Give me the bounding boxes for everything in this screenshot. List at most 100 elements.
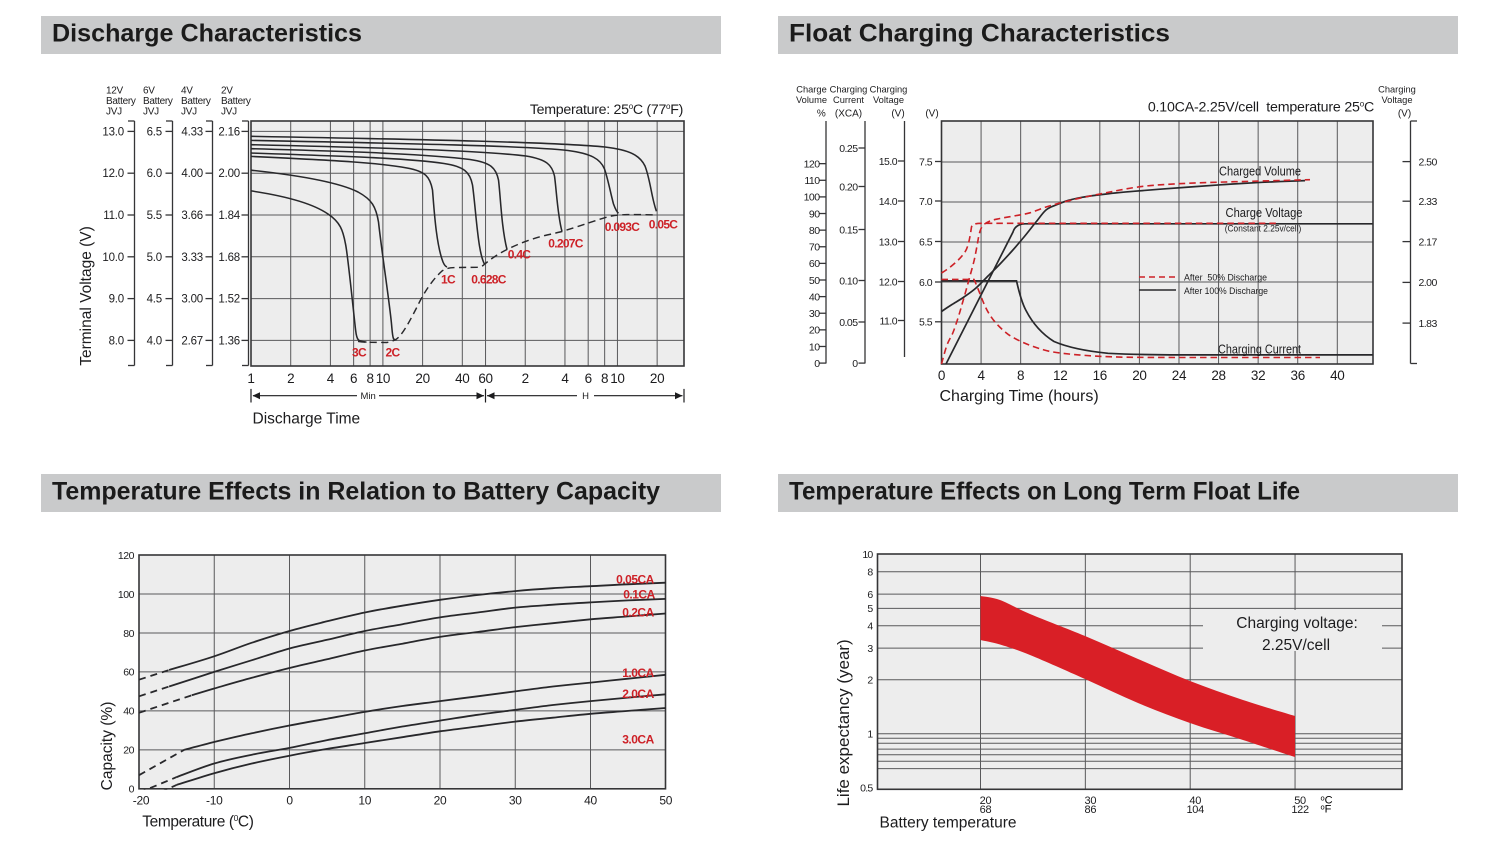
svg-text:Charging: Charging bbox=[1378, 85, 1416, 95]
svg-text:Temperature Effects on Long Te: Temperature Effects on Long Term Float L… bbox=[789, 478, 1300, 506]
svg-text:Min: Min bbox=[361, 391, 376, 402]
svg-text:50: 50 bbox=[659, 793, 672, 807]
svg-text:6.5: 6.5 bbox=[919, 236, 933, 248]
svg-text:2.16: 2.16 bbox=[218, 126, 240, 138]
svg-text:8: 8 bbox=[867, 566, 873, 578]
svg-text:4: 4 bbox=[561, 371, 569, 386]
svg-text:6: 6 bbox=[585, 371, 592, 386]
svg-text:After 50% Discharge: After 50% Discharge bbox=[1184, 273, 1267, 284]
svg-text:2C: 2C bbox=[386, 346, 401, 360]
svg-text:1.52: 1.52 bbox=[218, 294, 240, 306]
svg-text:20: 20 bbox=[809, 325, 820, 337]
svg-text:0: 0 bbox=[852, 358, 858, 370]
svg-text:1: 1 bbox=[247, 371, 254, 386]
svg-text:3.0CA: 3.0CA bbox=[622, 733, 654, 747]
svg-text:5.5: 5.5 bbox=[919, 317, 933, 329]
svg-text:4.00: 4.00 bbox=[181, 168, 203, 180]
svg-text:2.33: 2.33 bbox=[1419, 196, 1438, 208]
svg-text:JVJ: JVJ bbox=[106, 107, 122, 118]
svg-text:8.0: 8.0 bbox=[109, 335, 124, 347]
svg-text:oC: oC bbox=[1321, 794, 1333, 807]
svg-text:Battery temperature: Battery temperature bbox=[880, 815, 1017, 832]
svg-text:10: 10 bbox=[809, 341, 820, 353]
svg-text:3.00: 3.00 bbox=[181, 294, 203, 306]
svg-text:40: 40 bbox=[1189, 795, 1201, 807]
svg-text:-20: -20 bbox=[133, 793, 150, 807]
svg-text:40: 40 bbox=[455, 371, 469, 386]
svg-text:0.05: 0.05 bbox=[839, 317, 858, 329]
svg-text:Charging voltage:: Charging voltage: bbox=[1236, 615, 1358, 632]
svg-text:60: 60 bbox=[478, 371, 492, 386]
svg-text:80: 80 bbox=[809, 225, 820, 237]
svg-text:Charge: Charge bbox=[796, 85, 827, 95]
svg-text:100: 100 bbox=[118, 589, 135, 601]
svg-text:-10: -10 bbox=[206, 793, 223, 807]
svg-text:4.0: 4.0 bbox=[147, 335, 162, 347]
svg-text:Charged Volume: Charged Volume bbox=[1219, 165, 1301, 179]
svg-text:Battery: Battery bbox=[106, 96, 136, 107]
svg-text:0.05C: 0.05C bbox=[649, 217, 679, 231]
svg-text:JVJ: JVJ bbox=[181, 107, 197, 118]
svg-text:7.5: 7.5 bbox=[919, 156, 933, 168]
svg-text:40: 40 bbox=[584, 793, 597, 807]
svg-text:Life expectancy (year): Life expectancy (year) bbox=[834, 639, 853, 806]
svg-text:8: 8 bbox=[1017, 368, 1024, 383]
svg-text:2.00: 2.00 bbox=[1419, 277, 1438, 289]
svg-text:6.0: 6.0 bbox=[919, 277, 933, 289]
svg-text:1: 1 bbox=[867, 729, 873, 741]
svg-text:5.0: 5.0 bbox=[147, 252, 162, 264]
svg-text:JVJ: JVJ bbox=[143, 107, 159, 118]
svg-text:2.17: 2.17 bbox=[1419, 236, 1438, 248]
svg-text:28: 28 bbox=[1211, 368, 1225, 383]
svg-text:13.0: 13.0 bbox=[879, 236, 898, 248]
svg-text:9.0: 9.0 bbox=[109, 294, 124, 306]
svg-text:2: 2 bbox=[867, 675, 873, 687]
svg-text:3: 3 bbox=[867, 643, 873, 655]
svg-text:0.10: 0.10 bbox=[839, 275, 858, 287]
svg-text:0.10CA-2.25V/cell temperature: 0.10CA-2.25V/cell temperature 25oC bbox=[1148, 100, 1374, 116]
svg-text:4: 4 bbox=[327, 371, 335, 386]
svg-text:(XCA): (XCA) bbox=[835, 109, 862, 120]
svg-text:40: 40 bbox=[1330, 368, 1344, 383]
svg-text:4.33: 4.33 bbox=[181, 126, 203, 138]
svg-text:6: 6 bbox=[867, 589, 873, 601]
svg-text:0.2CA: 0.2CA bbox=[622, 606, 654, 620]
svg-text:2.67: 2.67 bbox=[181, 335, 203, 347]
svg-text:14.0: 14.0 bbox=[879, 196, 898, 208]
svg-text:12V: 12V bbox=[106, 86, 124, 97]
svg-text:4.5: 4.5 bbox=[147, 294, 162, 306]
svg-text:Charging Time (hours): Charging Time (hours) bbox=[940, 388, 1099, 405]
svg-text:Battery: Battery bbox=[181, 96, 211, 107]
svg-text:1.84: 1.84 bbox=[218, 210, 240, 222]
svg-text:Temperature: 25oC (77oF): Temperature: 25oC (77oF) bbox=[530, 102, 683, 118]
svg-text:7.0: 7.0 bbox=[919, 196, 933, 208]
svg-text:After 100% Discharge: After 100% Discharge bbox=[1184, 286, 1268, 297]
svg-text:%: % bbox=[817, 109, 826, 120]
svg-text:Voltage: Voltage bbox=[1381, 95, 1412, 105]
svg-text:10: 10 bbox=[376, 371, 390, 386]
svg-text:4: 4 bbox=[867, 621, 873, 633]
svg-text:(V): (V) bbox=[925, 109, 938, 120]
svg-text:0.25: 0.25 bbox=[839, 143, 858, 155]
svg-text:(V): (V) bbox=[891, 109, 904, 120]
svg-text:(V): (V) bbox=[1398, 109, 1411, 120]
svg-text:8: 8 bbox=[601, 371, 608, 386]
svg-text:0.093C: 0.093C bbox=[605, 220, 641, 234]
svg-text:Battery: Battery bbox=[143, 96, 173, 107]
svg-text:60: 60 bbox=[123, 667, 134, 679]
svg-text:Float Charging Characteristics: Float Charging Characteristics bbox=[789, 20, 1170, 48]
svg-text:50: 50 bbox=[1294, 795, 1306, 807]
svg-text:(Constant 2.25v/cell): (Constant 2.25v/cell) bbox=[1225, 224, 1302, 235]
svg-text:12.0: 12.0 bbox=[102, 168, 124, 180]
svg-text:68: 68 bbox=[980, 804, 992, 816]
svg-text:Charge Voltage: Charge Voltage bbox=[1226, 206, 1303, 220]
svg-text:0.15: 0.15 bbox=[839, 224, 858, 236]
svg-text:Charging: Charging bbox=[870, 85, 908, 95]
svg-text:12.0: 12.0 bbox=[879, 276, 898, 288]
svg-text:Temperature Effects in Relatio: Temperature Effects in Relation to Batte… bbox=[52, 478, 660, 506]
svg-text:30: 30 bbox=[509, 793, 522, 807]
svg-text:32: 32 bbox=[1251, 368, 1265, 383]
svg-text:100: 100 bbox=[804, 192, 821, 204]
svg-text:1.68: 1.68 bbox=[218, 252, 240, 264]
svg-text:10: 10 bbox=[358, 793, 371, 807]
